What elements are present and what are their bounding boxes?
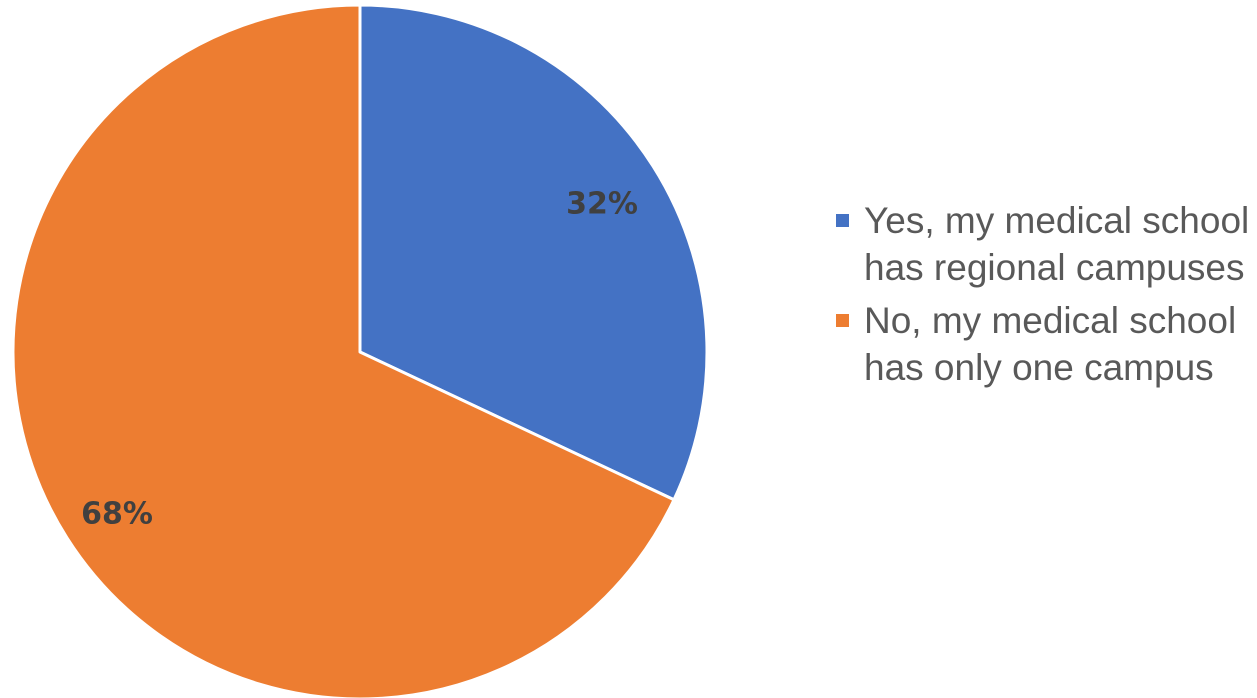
legend-label-no: No, my medical school has only one campu… bbox=[864, 300, 1237, 388]
data-label-no: 68% bbox=[81, 497, 153, 532]
legend: Yes, my medical school has regional camp… bbox=[834, 197, 1254, 397]
legend-swatch-yes bbox=[836, 214, 849, 227]
legend-item-yes: Yes, my medical school has regional camp… bbox=[834, 197, 1254, 291]
pie-slice-no bbox=[11, 3, 676, 698]
legend-item-no: No, my medical school has only one campu… bbox=[834, 297, 1254, 391]
legend-swatch-no bbox=[836, 314, 849, 327]
pie-slice-yes bbox=[358, 3, 709, 502]
data-label-yes: 32% bbox=[566, 187, 638, 222]
legend-label-yes: Yes, my medical school has regional camp… bbox=[864, 200, 1250, 288]
